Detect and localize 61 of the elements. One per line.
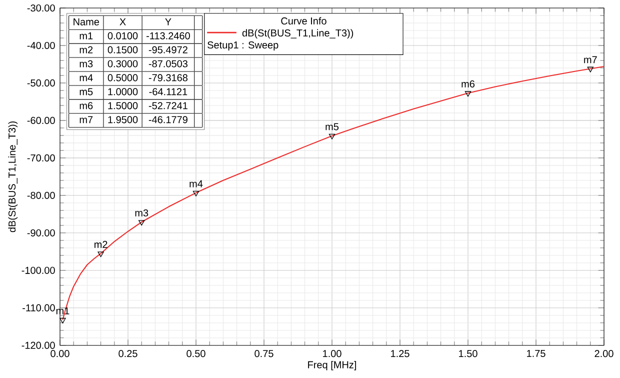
x-tick-label: 0.00 (50, 350, 70, 358)
annotation: m1 (80, 32, 93, 40)
y-tick-label: -90.00 (27, 229, 55, 236)
x-tick-label: 1.00 (323, 350, 342, 358)
annotation: m5 (80, 88, 93, 96)
y-tick-label: -30.00 (27, 4, 55, 12)
y-tick-label: -70.00 (27, 154, 55, 162)
annotation: -113.2460 (146, 32, 190, 40)
annotation: -87.0503 (148, 60, 188, 68)
y-axis-title: dB(St(BUS_T1,Line_T3)) (8, 121, 18, 232)
annotation: 0.1500 (108, 46, 138, 54)
point (587, 66, 594, 72)
annotation: m3 (135, 209, 148, 216)
annotation: -79.3168 (148, 74, 188, 82)
point (138, 220, 145, 226)
x-tick-label: 1.75 (527, 350, 546, 358)
y-tick-label: -40.00 (27, 42, 55, 50)
annotation: m2 (80, 46, 93, 54)
legend-title: Curve Info (281, 17, 326, 25)
y-tick-label: -50.00 (27, 79, 55, 87)
annotation: m6 (462, 80, 475, 88)
annotation: -95.4972 (148, 46, 188, 54)
x-tick-label: 0.75 (254, 350, 274, 358)
y-tick-label: -80.00 (27, 192, 55, 199)
x-tick-label: 0.25 (118, 350, 138, 358)
annotation: m7 (80, 116, 93, 124)
annotation: m7 (584, 56, 597, 64)
annotation: 0.5000 (108, 74, 138, 82)
y-tick-label: -110.00 (22, 304, 55, 312)
x-tick-label: 1.50 (459, 350, 478, 358)
annotation: 0.0100 (108, 32, 138, 40)
x-tick-label: 1.25 (391, 350, 410, 358)
x-axis-title: Freq [MHz] (308, 360, 356, 370)
point (192, 190, 200, 196)
x-tick-label: 2.00 (594, 350, 614, 358)
point (464, 91, 472, 97)
annotation: m4 (190, 180, 203, 188)
annotation: 1.9500 (108, 116, 138, 124)
y-tick-label: -120.00 (22, 342, 55, 349)
y-tick-label: -100.00 (22, 266, 55, 274)
point (98, 252, 104, 258)
annotation: 1.0000 (108, 88, 138, 96)
annotation: m3 (80, 60, 93, 68)
y-tick-label: -60.00 (27, 116, 55, 124)
annotation: 0.3000 (108, 60, 138, 68)
annotation: Name (74, 18, 100, 26)
annotation: m4 (80, 74, 93, 82)
point (328, 134, 336, 140)
point (60, 318, 66, 324)
annotation: 1.5000 (108, 102, 138, 110)
annotation: Y (165, 18, 172, 26)
annotation: X (120, 18, 126, 26)
annotation: -64.1121 (149, 88, 188, 96)
annotation: -52.7241 (148, 102, 188, 110)
annotation: -46.1779 (148, 116, 188, 124)
annotation: m6 (80, 102, 93, 110)
annotation: Setup1 : Sweep (208, 41, 278, 50)
annotation: m2 (94, 240, 108, 248)
legend-label: dB(St(BUS_T1,Line_T3)) (242, 29, 354, 38)
x-tick-label: 0.50 (186, 350, 206, 358)
annotation: m5 (326, 123, 339, 130)
